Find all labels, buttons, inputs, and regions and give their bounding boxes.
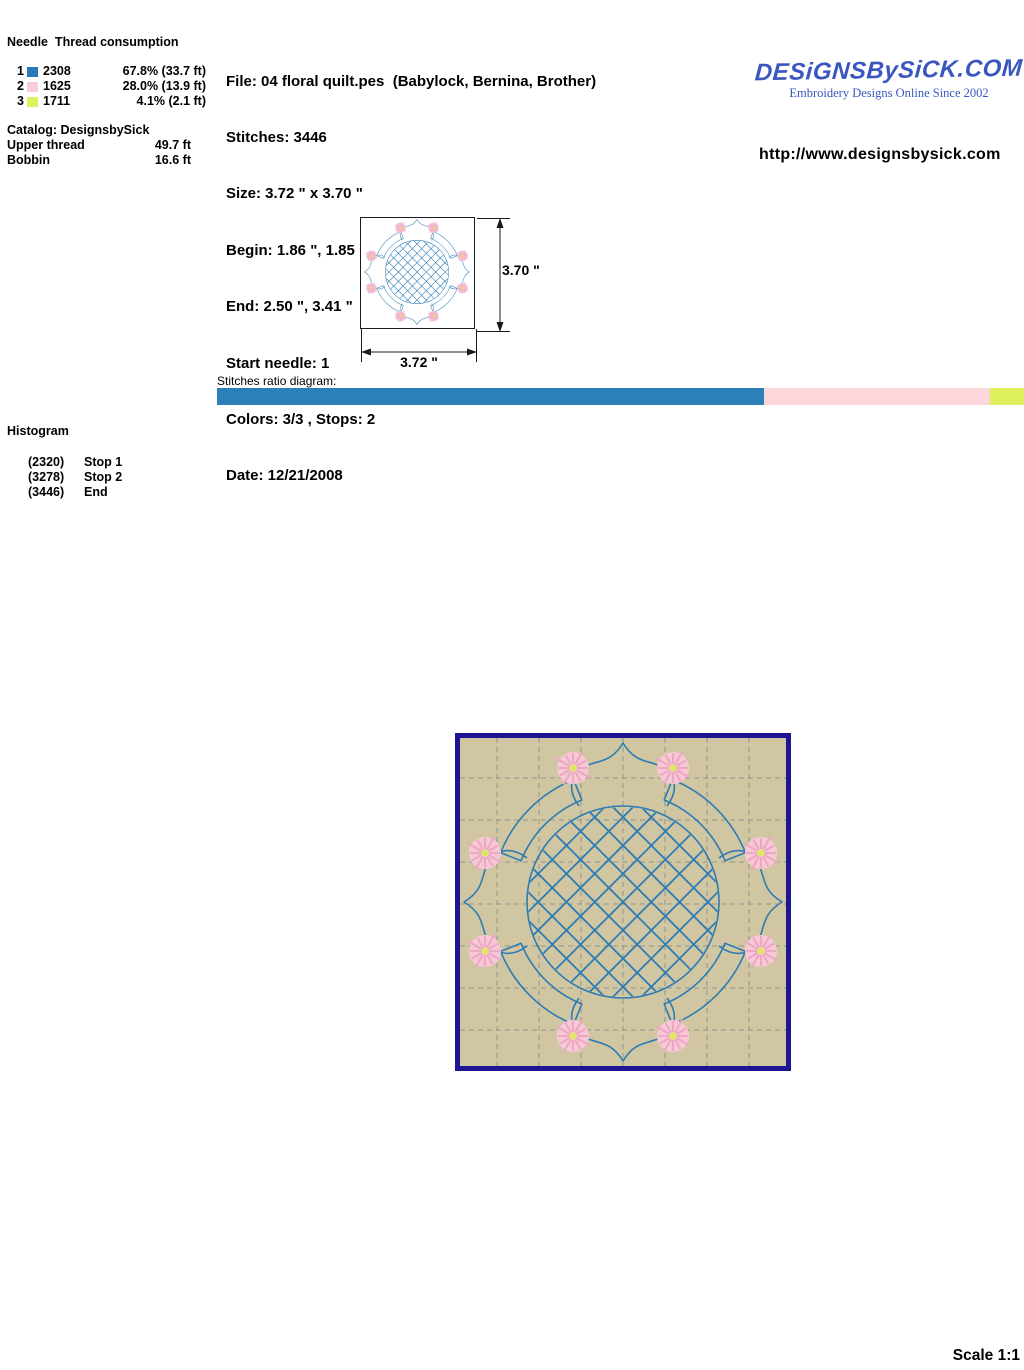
stitch-count: 1711	[43, 94, 71, 108]
thread-row: 1 2308 67.8% (33.7 ft)	[14, 64, 206, 79]
dimension-arrows	[361, 218, 510, 362]
thread-table: 1 2308 67.8% (33.7 ft) 2 1625 28.0% (13.…	[14, 64, 206, 109]
histogram-count: (2320)	[28, 455, 65, 469]
file-name-line: File: 04 floral quilt.pes (Babylock, Ber…	[226, 72, 597, 90]
design-thumbnail-box	[360, 217, 475, 329]
start-needle-line: Start needle: 1	[226, 354, 330, 372]
thread-color-swatch	[27, 66, 38, 77]
date-line: Date: 12/21/2008	[226, 467, 343, 485]
quilt-motif-large	[464, 743, 782, 1061]
width-dimension-label: 3.72 "	[400, 354, 438, 370]
thread-color-swatch	[27, 96, 38, 107]
upper-thread-label: Upper thread	[7, 138, 85, 152]
histogram-label: Stop 1	[84, 455, 123, 469]
consumption-value: 67.8% (33.7 ft)	[122, 64, 206, 78]
thread-row: 2 1625 28.0% (13.9 ft)	[14, 79, 206, 94]
needle-number: 2	[17, 79, 24, 93]
size-line: Size: 3.72 " x 3.70 "	[226, 185, 363, 203]
ratio-segment-needle-2	[764, 388, 991, 405]
thread-color-swatch	[27, 81, 38, 92]
thread-row: 3 1711 4.1% (2.1 ft)	[14, 94, 206, 109]
consumption-value: 4.1% (2.1 ft)	[136, 94, 206, 108]
needle-number: 1	[17, 64, 24, 78]
histogram-entry: (2320) Stop 1	[28, 455, 122, 470]
needle-number: 3	[17, 94, 24, 108]
stitches-ratio-bar	[217, 388, 1024, 405]
website-url[interactable]: http://www.designsbysick.com	[759, 146, 1001, 163]
bobbin-value: 16.6 ft	[154, 153, 191, 167]
design-preview	[460, 738, 786, 1066]
histogram-count: (3446)	[28, 485, 65, 499]
stitch-count: 2308	[43, 64, 71, 78]
logo-wordmark: DESiGNSBySiCK.COM	[754, 54, 1024, 87]
ratio-diagram-label: Stitches ratio diagram:	[217, 374, 337, 388]
bobbin-label: Bobbin	[7, 153, 51, 167]
stitch-count: 1625	[43, 79, 71, 93]
ratio-segment-needle-1	[217, 388, 765, 405]
brand-logo: DESiGNSBySiCK.COM Embroidery Designs Onl…	[754, 54, 1024, 101]
histogram-entries: (2320) Stop 1 (3278) Stop 2 (3446) End	[28, 455, 122, 500]
thread-table-header: Needle Thread consumption	[7, 35, 179, 49]
colors-stops-line: Colors: 3/3 , Stops: 2	[226, 410, 376, 428]
histogram-entry: (3446) End	[28, 485, 122, 500]
histogram-label: End	[84, 485, 108, 499]
ratio-segment-needle-3	[990, 388, 1024, 405]
consumption-value: 28.0% (13.9 ft)	[122, 79, 206, 93]
histogram-count: (3278)	[28, 470, 65, 484]
scale-label: Scale 1:1	[952, 1347, 1020, 1364]
end-line: End: 2.50 ", 3.41 "	[226, 298, 353, 316]
histogram-label: Stop 2	[84, 470, 123, 484]
design-preview-box	[455, 733, 791, 1071]
histogram-entry: (3278) Stop 2	[28, 470, 122, 485]
upper-thread-value: 49.7 ft	[154, 138, 191, 152]
stitches-line: Stitches: 3446	[226, 128, 327, 146]
catalog-line: Catalog: DesignsbySick	[7, 123, 150, 137]
catalog-block: Catalog: DesignsbySick Upper thread 49.7…	[7, 123, 191, 168]
histogram-title: Histogram	[7, 424, 69, 438]
logo-tagline: Embroidery Designs Online Since 2002	[789, 86, 989, 100]
file-info-block: File: 04 floral quilt.pes (Babylock, Ber…	[226, 35, 596, 524]
height-dimension-label: 3.70 "	[502, 262, 540, 278]
